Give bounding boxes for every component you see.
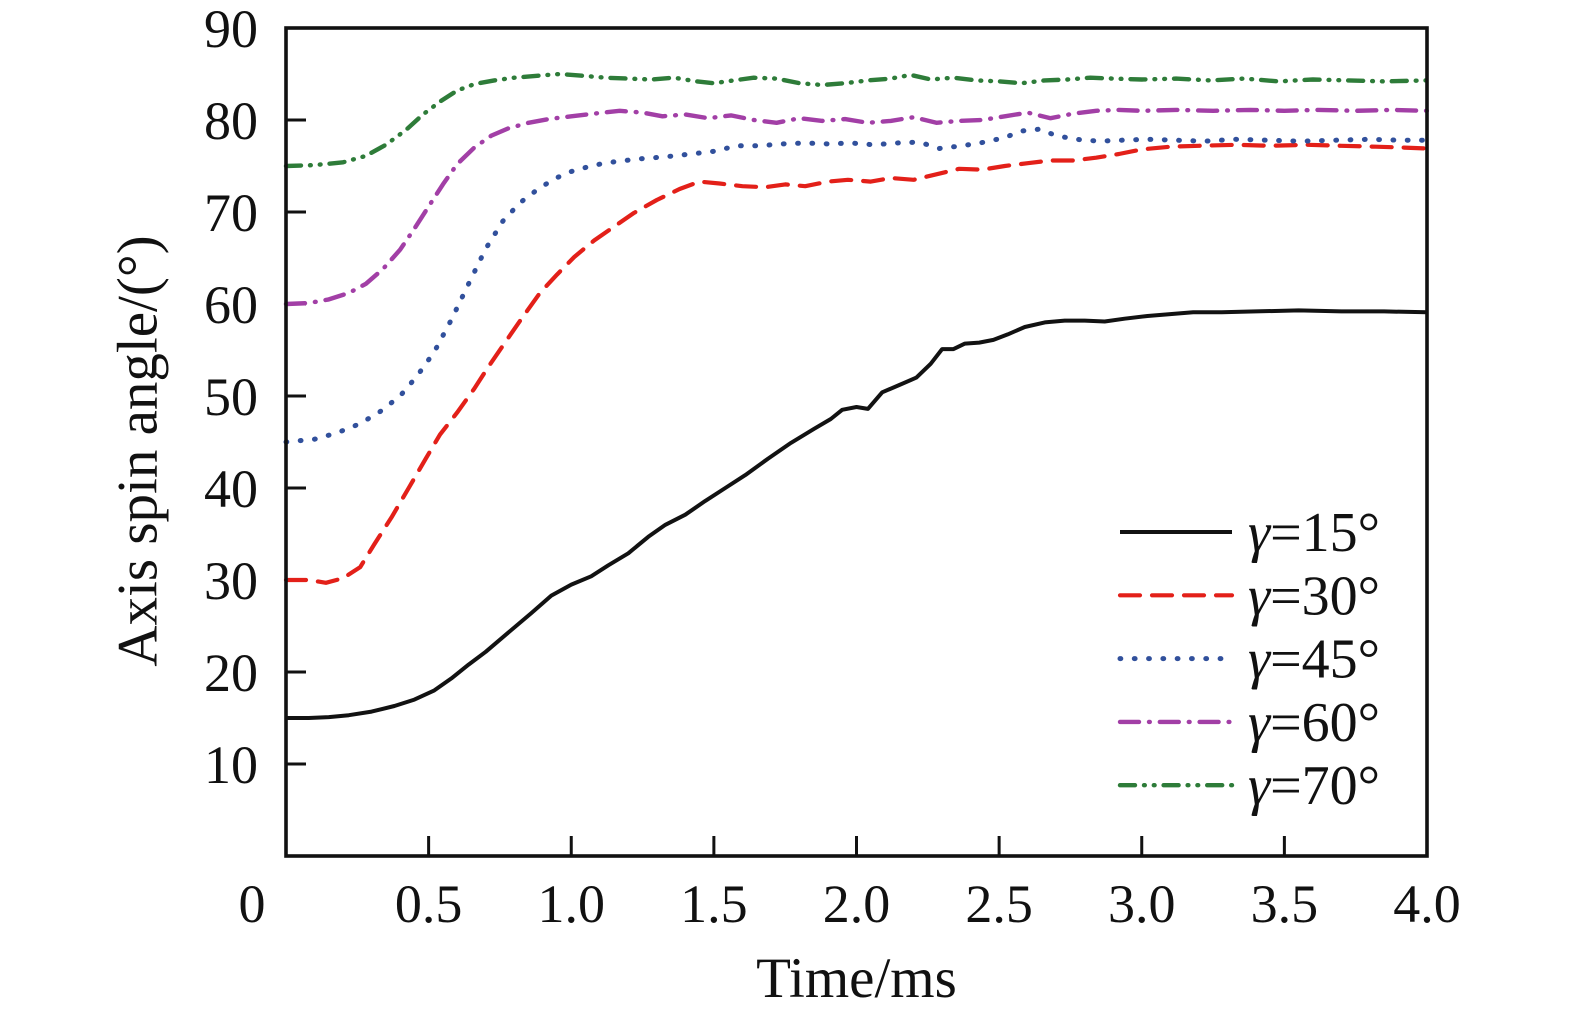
x-tick-label: 1.5 (680, 874, 748, 934)
x-tick-label: 4.0 (1393, 874, 1461, 934)
legend-item-gamma-15: γ=15° (1120, 502, 1380, 564)
series-line-gamma-15 (286, 308, 1428, 720)
y-tick-label: 40 (204, 459, 258, 519)
y-tick-label: 10 (204, 735, 258, 795)
y-tick-label: 90 (204, 0, 258, 59)
y-tick-label: 60 (204, 275, 258, 335)
legend-label-gamma-60: γ=60° (1248, 692, 1380, 754)
y-tick-label: 30 (204, 551, 258, 611)
series-line-gamma-30 (283, 142, 1430, 585)
y-tick-label: 50 (204, 367, 258, 427)
series-line-gamma-45 (283, 126, 1430, 445)
x-tick-label: 0 (239, 874, 266, 934)
legend-label-gamma-45: γ=45° (1248, 629, 1380, 691)
x-axis-title: Time/ms (756, 947, 957, 1010)
plot-frame (284, 26, 1429, 858)
legend-item-gamma-60: γ=60° (1117, 692, 1380, 754)
x-tick-label: 2.0 (823, 874, 891, 934)
legend-label-gamma-70: γ=70° (1248, 755, 1380, 817)
y-tick-label: 70 (204, 183, 258, 243)
y-axis-title: Axis spin angle/(°) (106, 235, 170, 667)
legend-label-gamma-30: γ=30° (1248, 565, 1380, 627)
x-tick-label: 3.0 (1108, 874, 1176, 934)
y-tick-label: 80 (204, 91, 258, 151)
series-line-gamma-60 (283, 107, 1430, 307)
x-tick-label: 3.5 (1251, 874, 1319, 934)
legend-item-gamma-30: γ=30° (1117, 565, 1380, 627)
legend-label-gamma-15: γ=15° (1248, 502, 1380, 564)
legend-item-gamma-45: γ=45° (1117, 629, 1380, 691)
x-tick-label: 0.5 (395, 874, 463, 934)
x-tick-label: 2.5 (965, 874, 1033, 934)
series-line-gamma-70 (283, 71, 1430, 169)
y-tick-label: 20 (204, 643, 258, 703)
legend-item-gamma-70: γ=70° (1117, 755, 1380, 817)
x-tick-label: 1.0 (538, 874, 606, 934)
